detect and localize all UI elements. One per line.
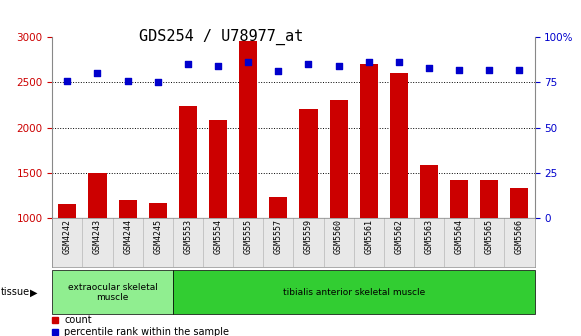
Text: ▶: ▶ [30, 287, 38, 297]
Text: GSM5557: GSM5557 [274, 219, 283, 254]
Point [515, 67, 524, 72]
Point [334, 63, 343, 69]
Bar [360, 64, 378, 309]
Text: tibialis anterior skeletal muscle: tibialis anterior skeletal muscle [282, 288, 425, 297]
Text: percentile rank within the sample: percentile rank within the sample [64, 327, 229, 336]
Text: GSM4244: GSM4244 [123, 219, 132, 254]
Bar [329, 99, 347, 309]
Bar [209, 120, 227, 309]
Point [424, 65, 433, 71]
Text: GSM4245: GSM4245 [153, 219, 162, 254]
Bar [270, 197, 288, 309]
Point [93, 71, 102, 76]
Bar [390, 73, 408, 309]
Bar [299, 109, 317, 309]
Bar [480, 180, 498, 309]
Point [183, 61, 192, 67]
Text: GSM5554: GSM5554 [214, 219, 223, 254]
Bar [239, 41, 257, 309]
Point [153, 80, 163, 85]
Point [485, 67, 494, 72]
Point [123, 78, 132, 83]
Text: GSM5553: GSM5553 [184, 219, 192, 254]
Point [243, 60, 253, 65]
Point [274, 69, 283, 74]
Text: GSM4242: GSM4242 [63, 219, 72, 254]
Point [213, 63, 223, 69]
Bar [58, 204, 77, 309]
Bar [119, 200, 137, 309]
Text: count: count [64, 314, 92, 325]
Text: GSM5555: GSM5555 [243, 219, 253, 254]
Bar [450, 180, 468, 309]
Text: tissue: tissue [1, 287, 30, 297]
Text: GSM5562: GSM5562 [394, 219, 403, 254]
Bar [88, 173, 106, 309]
Bar [179, 106, 197, 309]
Point [304, 61, 313, 67]
Bar [510, 187, 529, 309]
Point [63, 78, 72, 83]
Point [454, 67, 464, 72]
Text: GDS254 / U78977_at: GDS254 / U78977_at [139, 29, 303, 45]
Text: GSM4243: GSM4243 [93, 219, 102, 254]
Text: GSM5564: GSM5564 [455, 219, 464, 254]
Text: GSM5559: GSM5559 [304, 219, 313, 254]
Text: extraocular skeletal
muscle: extraocular skeletal muscle [67, 283, 157, 302]
Text: GSM5566: GSM5566 [515, 219, 524, 254]
Bar [149, 203, 167, 309]
Text: GSM5560: GSM5560 [334, 219, 343, 254]
Point [364, 60, 374, 65]
Bar [420, 165, 438, 309]
Point [394, 60, 404, 65]
Text: GSM5561: GSM5561 [364, 219, 373, 254]
Text: GSM5563: GSM5563 [425, 219, 433, 254]
Text: GSM5565: GSM5565 [485, 219, 494, 254]
